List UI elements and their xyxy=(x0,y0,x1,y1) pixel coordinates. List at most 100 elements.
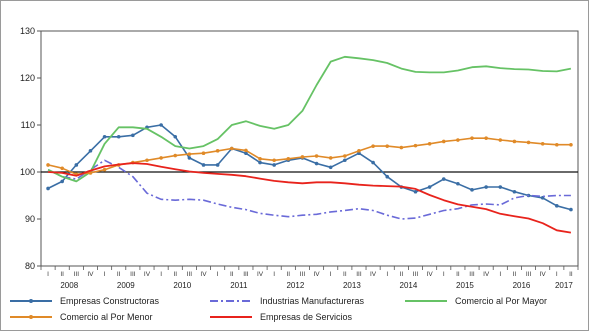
year-label: 2008 xyxy=(60,281,78,290)
series-point-1 xyxy=(258,160,262,165)
series-point-4 xyxy=(187,152,192,156)
quarter-label: IV xyxy=(427,271,434,278)
series-point-4 xyxy=(357,149,361,153)
legend-swatch xyxy=(10,315,52,319)
quarter-label: II xyxy=(343,271,347,278)
series-point-4 xyxy=(470,136,474,140)
year-label: 2013 xyxy=(343,281,361,290)
series-point-1 xyxy=(187,156,192,160)
series-point-1 xyxy=(60,179,64,184)
series-line-1 xyxy=(47,124,572,211)
series-point-4 xyxy=(272,158,276,163)
chart-legend: Empresas Constructoras Industrias Manufac… xyxy=(8,292,583,328)
quarter-label: II xyxy=(286,271,290,278)
quarter-label: IV xyxy=(144,271,151,278)
quarter-label: IV xyxy=(483,271,490,278)
legend-item: Empresas de Servicios xyxy=(208,310,352,324)
series-point-4 xyxy=(314,154,319,158)
series-point-4 xyxy=(215,149,220,153)
quarter-label: IV xyxy=(200,271,207,278)
y-tick-label: 120 xyxy=(20,73,35,83)
series-point-4 xyxy=(484,136,488,140)
quarter-label: IV xyxy=(257,271,264,278)
series-point-1 xyxy=(385,174,390,179)
quarter-label: II xyxy=(230,271,234,278)
series-point-1 xyxy=(131,133,135,138)
series-point-4 xyxy=(159,156,163,160)
series-point-1 xyxy=(427,185,432,189)
quarter-label: I xyxy=(273,271,275,278)
legend-swatch xyxy=(210,300,252,302)
quarter-label: I xyxy=(104,271,106,278)
quarter-label: III xyxy=(74,271,80,278)
series-point-1 xyxy=(343,158,347,163)
quarter-label: IV xyxy=(87,271,94,278)
quarter-label: III xyxy=(243,271,249,278)
quarter-label: I xyxy=(443,271,445,278)
series-point-1 xyxy=(413,189,418,194)
series-point-4 xyxy=(385,144,390,148)
year-label: 2012 xyxy=(286,281,304,290)
plot-area xyxy=(40,30,579,267)
series-point-1 xyxy=(371,160,375,165)
series-point-4 xyxy=(173,153,178,158)
series-point-4 xyxy=(286,157,291,161)
series-point-4 xyxy=(300,155,305,159)
legend-swatch xyxy=(405,300,447,302)
legend-swatch xyxy=(210,316,252,318)
year-label: 2011 xyxy=(230,281,248,290)
quarter-label: III xyxy=(130,271,136,278)
quarter-label: IV xyxy=(370,271,377,278)
series-point-4 xyxy=(427,142,432,146)
year-label: 2010 xyxy=(173,281,191,290)
quarter-label: I xyxy=(160,271,162,278)
series-line-4 xyxy=(47,137,571,176)
series-point-4 xyxy=(441,139,446,144)
year-label: 2016 xyxy=(513,281,531,290)
year-label: 2015 xyxy=(456,281,474,290)
series-point-4 xyxy=(456,138,460,142)
legend-item: Comercio al Por Mayor xyxy=(403,294,547,308)
quarter-label: I xyxy=(217,271,219,278)
quarter-label: I xyxy=(556,271,558,278)
series-point-1 xyxy=(215,163,220,167)
legend-label: Empresas de Servicios xyxy=(260,312,353,322)
series-point-1 xyxy=(272,163,276,167)
y-tick-label: 80 xyxy=(25,261,35,271)
series-point-4 xyxy=(258,157,262,161)
quarter-label: I xyxy=(386,271,388,278)
series-point-1 xyxy=(88,149,93,153)
series-point-1 xyxy=(201,163,206,167)
series-point-1 xyxy=(46,186,50,191)
series-point-4 xyxy=(201,151,206,155)
quarter-label: III xyxy=(187,271,193,278)
y-tick-label: 110 xyxy=(21,120,35,130)
series-point-1 xyxy=(102,134,107,139)
quarter-label: I xyxy=(499,271,501,278)
series-point-1 xyxy=(74,163,79,167)
series-point-4 xyxy=(498,138,503,142)
series-point-4 xyxy=(569,142,573,147)
series-point-4 xyxy=(46,163,50,167)
series-point-1 xyxy=(116,134,121,139)
series-point-1 xyxy=(456,181,460,186)
quarter-label: III xyxy=(413,271,419,278)
series-line-2 xyxy=(47,159,571,220)
series-point-1 xyxy=(314,161,319,166)
quarter-label: II xyxy=(117,271,121,278)
series-point-1 xyxy=(555,204,559,208)
series-point-4 xyxy=(343,154,347,158)
series-point-4 xyxy=(540,142,545,146)
quarter-label: II xyxy=(173,271,177,278)
series-point-4 xyxy=(102,167,107,172)
series-point-4 xyxy=(555,142,559,147)
quarter-label: III xyxy=(356,271,362,278)
series-line-3 xyxy=(47,55,572,183)
year-label: 2014 xyxy=(400,281,418,290)
series-point-4 xyxy=(244,148,248,153)
series-point-4 xyxy=(229,146,234,151)
series-point-4 xyxy=(512,139,517,144)
series-point-1 xyxy=(244,151,248,155)
series-point-1 xyxy=(159,123,163,127)
series-line-5 xyxy=(48,162,572,234)
